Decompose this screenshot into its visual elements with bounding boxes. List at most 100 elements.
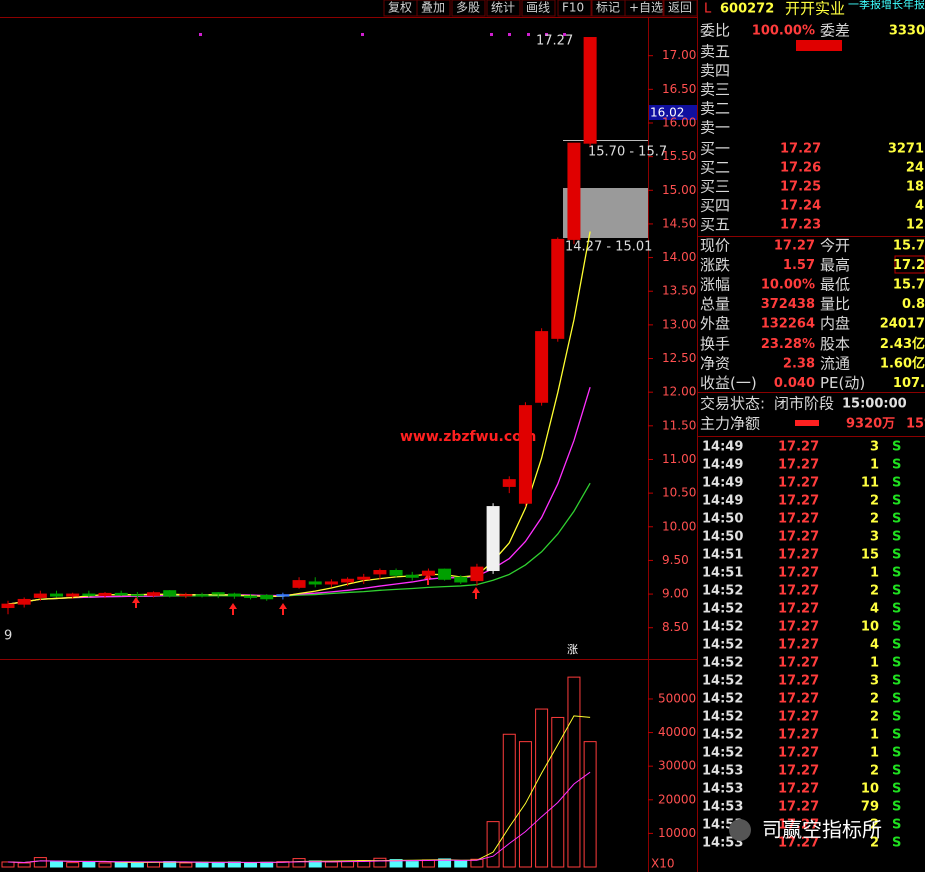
toolbar-label[interactable]: 多股 xyxy=(456,1,480,15)
trade-time: 14:52 xyxy=(702,674,743,689)
trade-price: 17.27 xyxy=(778,710,819,725)
trade-volume: 2 xyxy=(870,494,879,509)
toolbar-label[interactable]: 返回 xyxy=(668,1,692,15)
field-label: 涨跌 xyxy=(700,256,730,274)
field-value: 100.00% xyxy=(752,24,815,39)
candle-body xyxy=(227,593,241,597)
trade-price: 17.27 xyxy=(778,458,819,473)
bid-volume: 24 xyxy=(906,161,924,176)
trade-time: 14:53 xyxy=(702,764,743,779)
candle-body xyxy=(1,603,15,609)
trade-side: S xyxy=(892,836,901,851)
candle-body xyxy=(17,598,31,605)
toolbar-button[interactable] xyxy=(663,0,698,17)
bid-label: 买三 xyxy=(700,178,730,196)
volume-bar xyxy=(438,858,452,868)
volume-bar xyxy=(405,861,419,868)
candle-body xyxy=(486,506,500,572)
trade-volume: 2 xyxy=(870,764,879,779)
bid-price: 17.26 xyxy=(780,161,821,176)
signal-dots xyxy=(199,33,566,36)
trade-side: S xyxy=(892,674,901,689)
toolbar-button[interactable] xyxy=(557,0,592,17)
field-label: 涨幅 xyxy=(700,276,730,294)
main-pct: 15% xyxy=(906,417,925,432)
toolbar-label[interactable]: 统计 xyxy=(491,1,515,15)
toolbar-button[interactable] xyxy=(521,0,556,17)
trade-volume: 11 xyxy=(861,476,879,491)
field-label: 换手 xyxy=(700,335,730,353)
candle-body xyxy=(518,405,532,504)
toolbar-button[interactable] xyxy=(624,0,664,17)
collapse-button[interactable] xyxy=(796,40,842,51)
trade-side: S xyxy=(892,746,901,761)
toolbar-label[interactable]: +自选 xyxy=(629,1,663,15)
y-tick-label: 14.50 xyxy=(662,216,696,230)
trade-volume: 1 xyxy=(870,746,879,761)
bid-volume: 3271 xyxy=(888,142,924,157)
field-label: 今开 xyxy=(820,237,850,255)
field-value: 2.38 xyxy=(783,357,815,372)
volume-bar xyxy=(82,861,96,868)
high-box xyxy=(894,255,925,274)
field-value: 15.7 xyxy=(893,239,925,254)
candle-body xyxy=(405,574,419,578)
toolbar-button[interactable] xyxy=(486,0,521,17)
field-value: 17.2 xyxy=(893,258,925,273)
candle-body xyxy=(421,570,435,576)
quote-header xyxy=(698,0,925,18)
toolbar-button[interactable] xyxy=(416,0,451,17)
toolbar-label[interactable]: 复权 xyxy=(388,1,412,15)
trade-time: 14:53 xyxy=(702,800,743,815)
trade-price: 17.27 xyxy=(778,746,819,761)
bid-volume: 18 xyxy=(906,180,924,195)
trade-volume: 3 xyxy=(870,674,879,689)
trade-price: 17.27 xyxy=(778,728,819,743)
field-label: 量比 xyxy=(820,295,850,313)
toolbar-label[interactable]: F10 xyxy=(562,1,584,15)
y-tick-label: 12.50 xyxy=(662,351,696,365)
y-tick-label: 16.00 xyxy=(662,115,696,129)
trade-price: 17.27 xyxy=(778,782,819,797)
toolbar-label[interactable]: 画线 xyxy=(526,1,550,15)
bid-price: 17.24 xyxy=(780,199,821,214)
trade-price: 17.27 xyxy=(778,494,819,509)
main-value: 9320万 xyxy=(846,417,895,432)
trade-volume: 3 xyxy=(870,530,879,545)
volume-bar xyxy=(583,741,597,868)
y-tick-label: 15.00 xyxy=(662,183,696,197)
trade-volume: 10 xyxy=(861,620,879,635)
trade-volume: 1 xyxy=(870,656,879,671)
toolbar-label[interactable]: 标记 xyxy=(596,1,620,15)
trade-side: S xyxy=(892,710,901,725)
trade-time: 14:53 xyxy=(702,782,743,797)
trade-side: S xyxy=(892,548,901,563)
candle-body xyxy=(438,568,452,580)
gap-upper-label: 15.70 - 15.7 xyxy=(588,145,667,160)
main-bar xyxy=(795,420,819,426)
volume-bar xyxy=(260,861,274,868)
volume-bar xyxy=(567,676,581,868)
candle-body xyxy=(114,592,128,596)
volume-bar xyxy=(98,862,112,868)
trade-time: 14:52 xyxy=(702,620,743,635)
y-tick-label: 15.50 xyxy=(662,149,696,163)
field-value: 2.43亿 xyxy=(880,336,925,352)
trade-volume: 4 xyxy=(870,638,879,653)
candle-body xyxy=(66,593,80,597)
bid-price: 17.25 xyxy=(780,180,821,195)
candle-body xyxy=(454,576,468,583)
toolbar-button[interactable] xyxy=(451,0,486,17)
field-value: 132264 xyxy=(761,317,815,332)
field-label: 收益(一) xyxy=(700,374,757,392)
note: 一季报增长年报 xyxy=(848,0,925,11)
field-label: 最低 xyxy=(820,276,850,294)
stock-name: 开开实业 xyxy=(785,0,845,18)
y-tick-label: 10000 xyxy=(658,826,696,840)
trade-side: S xyxy=(892,512,901,527)
volume-bar xyxy=(470,858,484,868)
y-tick-label: 10.50 xyxy=(662,486,696,500)
field-label: 现价 xyxy=(700,237,730,255)
trade-price: 17.27 xyxy=(778,638,819,653)
toolbar-label[interactable]: 叠加 xyxy=(421,1,445,15)
